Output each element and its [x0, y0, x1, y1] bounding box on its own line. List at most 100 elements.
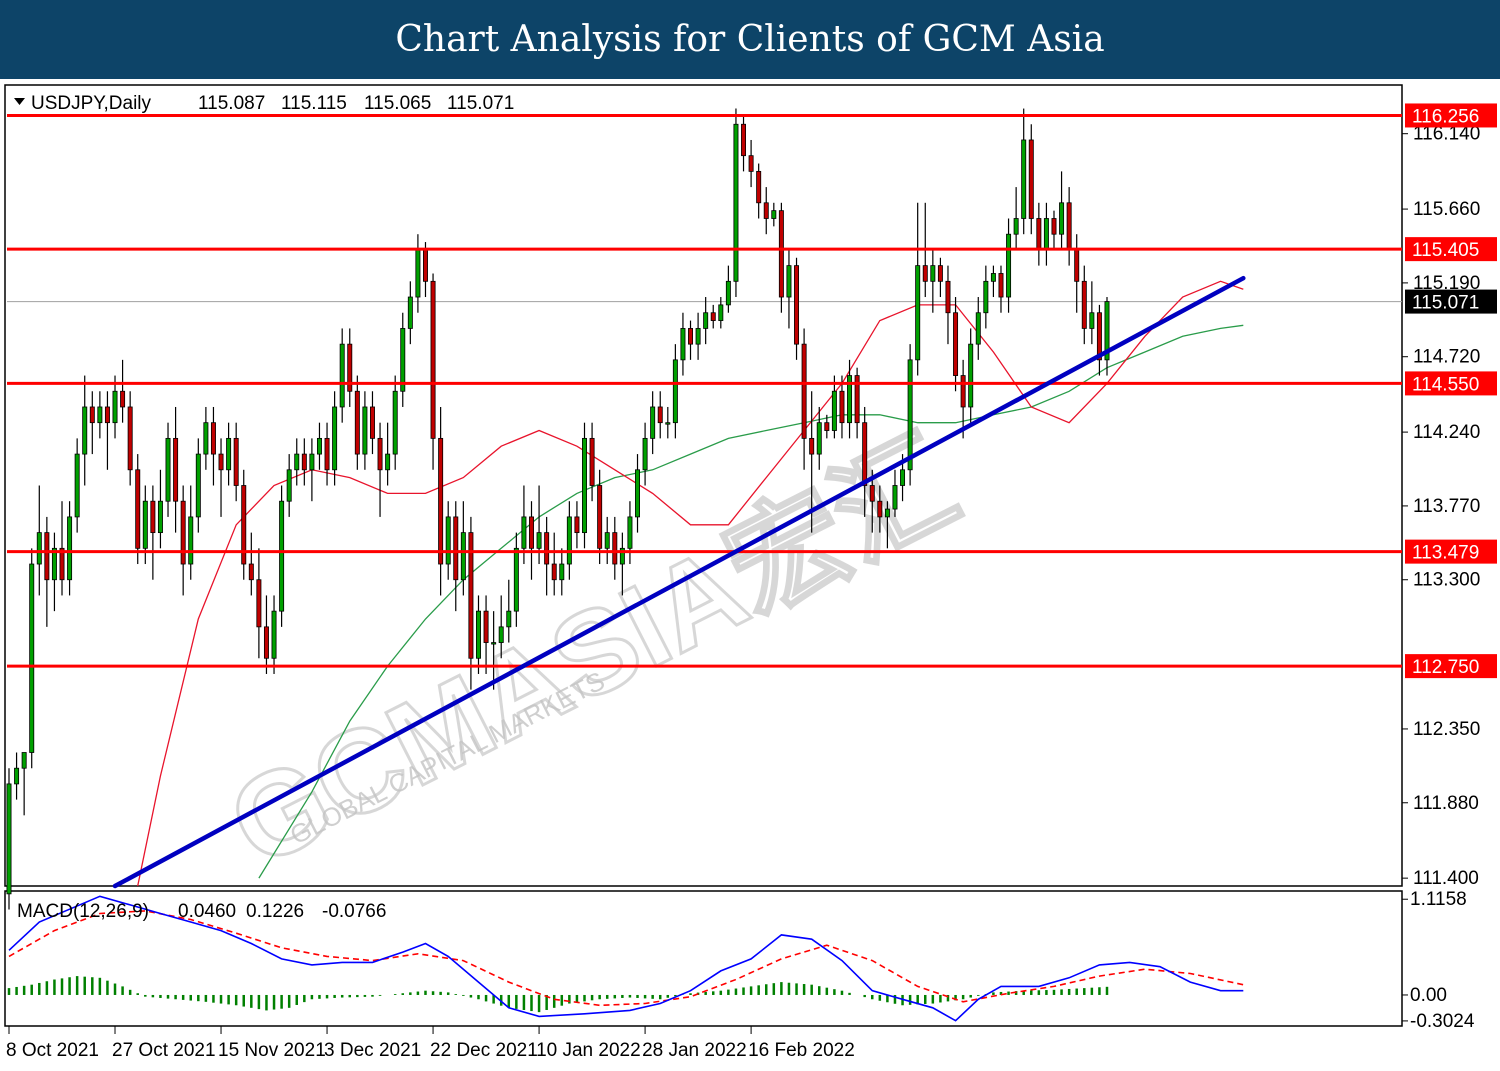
candle-body — [248, 563, 254, 581]
candle-61 — [468, 516, 474, 690]
candle-13 — [104, 391, 110, 470]
candle-58 — [445, 501, 451, 580]
candle-83 — [635, 454, 640, 533]
candle-51 — [392, 375, 398, 470]
ohlc-high: 115.115 — [281, 93, 347, 114]
candle-72 — [551, 532, 557, 596]
candle-33 — [256, 548, 262, 659]
candle-body — [847, 375, 853, 424]
candle-body — [1043, 218, 1049, 251]
candle-body — [650, 406, 656, 439]
candle-35 — [271, 595, 277, 674]
candle-88 — [672, 344, 678, 439]
candle-52 — [400, 312, 406, 407]
candle-body — [476, 610, 481, 659]
candle-130 — [990, 265, 996, 298]
candle-116 — [884, 501, 890, 549]
candle-body — [801, 343, 807, 439]
macd-pane-frame — [4, 890, 1403, 1027]
price-tick-label: 111.400 — [1413, 868, 1479, 889]
candle-body — [400, 328, 406, 392]
dropdown-triangle-icon[interactable] — [14, 98, 25, 105]
candle-body — [642, 437, 648, 471]
candle-body — [960, 375, 966, 408]
candle-body — [672, 359, 678, 424]
candle-81 — [619, 532, 625, 596]
macd-readout-signal: 0.1226 — [246, 901, 304, 922]
candle-97 — [741, 116, 747, 172]
candle-19 — [150, 485, 156, 580]
candle-142 — [1081, 265, 1087, 345]
candle-body — [741, 123, 747, 157]
candle-12 — [97, 391, 103, 439]
candle-body — [922, 265, 928, 282]
macd-series — [7, 895, 1244, 1022]
candle-132 — [1006, 218, 1012, 313]
candle-body — [112, 390, 118, 424]
candle-body — [619, 547, 625, 565]
candle-body — [6, 783, 12, 895]
candle-26 — [203, 406, 209, 470]
candle-98 — [748, 139, 754, 188]
candle-49 — [377, 422, 383, 517]
candle-body — [498, 626, 504, 643]
candle-0 — [6, 768, 12, 910]
level-price-label: 112.750 — [1412, 657, 1479, 678]
candle-body — [953, 312, 959, 376]
candle-body — [385, 453, 391, 471]
time-tick-label: 27 Oct 2021 — [112, 1040, 216, 1061]
time-tick-label: 16 Feb 2022 — [748, 1040, 855, 1061]
candle-body — [377, 437, 383, 471]
candle-82 — [627, 501, 633, 565]
candle-body — [74, 453, 80, 518]
candle-body — [51, 547, 57, 581]
candle-body — [597, 485, 603, 549]
candle-78 — [597, 469, 603, 565]
candle-92 — [703, 297, 709, 345]
ohlc-close: 115.071 — [447, 93, 514, 114]
candle-94 — [718, 297, 724, 329]
price-tick-label: 112.350 — [1413, 719, 1480, 740]
candle-body — [945, 280, 951, 314]
candle-27 — [210, 406, 216, 486]
candle-95 — [725, 265, 731, 313]
candle-body — [975, 312, 981, 345]
candle-105 — [801, 328, 807, 470]
candle-body — [226, 437, 232, 471]
candle-body — [703, 312, 709, 329]
candle-body — [180, 500, 186, 565]
candle-body — [559, 563, 565, 581]
candle-15 — [120, 359, 126, 423]
price-tick-label: 115.660 — [1413, 199, 1480, 220]
candle-31 — [241, 469, 247, 580]
candle-36 — [279, 485, 285, 627]
level-price-tag — [1405, 539, 1497, 564]
candle-body — [29, 563, 35, 753]
candle-body — [582, 437, 587, 534]
candle-body — [786, 265, 792, 298]
macd-tick-label: -0.3024 — [1410, 1011, 1475, 1032]
candle-56 — [430, 273, 436, 470]
candle-3 — [29, 548, 35, 769]
current-price-label: 115.071 — [1412, 293, 1479, 314]
candle-75 — [574, 501, 580, 549]
candle-body — [316, 437, 322, 455]
candle-body — [286, 469, 292, 502]
candle-46 — [354, 375, 360, 470]
candle-body — [506, 610, 512, 628]
candle-63 — [483, 595, 489, 674]
candle-body — [271, 610, 277, 659]
candle-117 — [892, 469, 898, 517]
macd-indicator-label: MACD(12,26,9) — [17, 901, 149, 922]
candle-133 — [1013, 187, 1019, 250]
candle-body — [529, 516, 534, 549]
candle-66 — [506, 579, 512, 643]
candle-109 — [831, 375, 837, 439]
candle-50 — [385, 422, 391, 486]
candle-body — [635, 469, 640, 518]
candle-57 — [438, 406, 444, 596]
candle-86 — [657, 391, 663, 439]
candle-body — [142, 500, 148, 549]
level-price-label: 113.479 — [1412, 543, 1479, 564]
